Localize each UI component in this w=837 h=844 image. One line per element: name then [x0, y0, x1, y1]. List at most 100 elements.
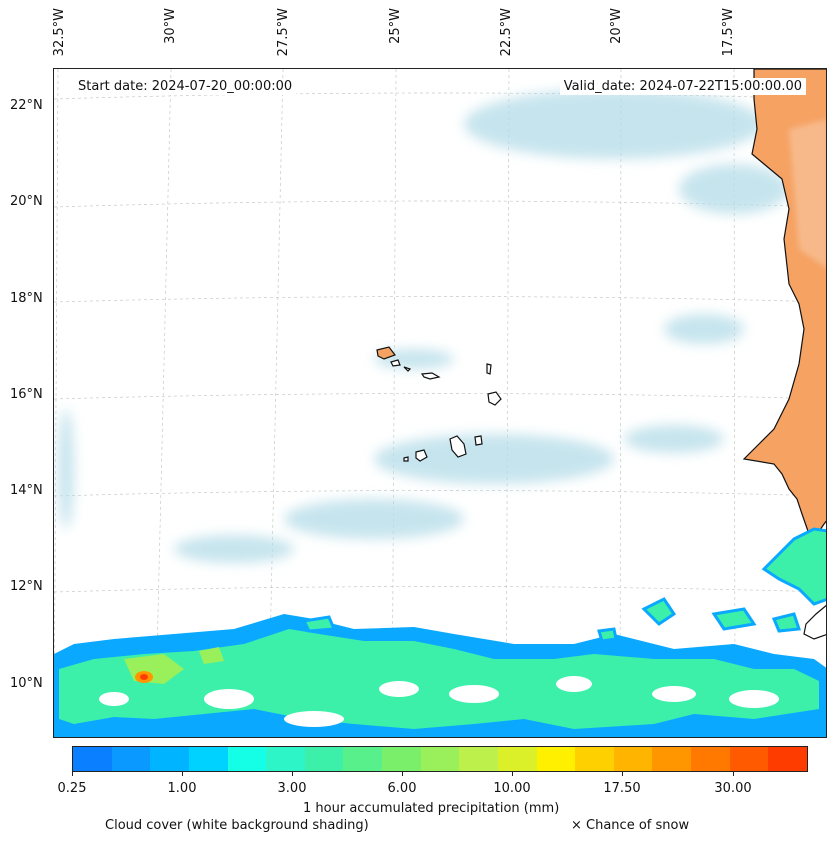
- valid-date-label: Valid_date: 2024-07-22T15:00:00.00: [559, 78, 806, 95]
- tick-mark-30-00: [733, 772, 734, 776]
- colorbar-segment-9: [420, 747, 460, 771]
- lat-label-20n: 20°N: [10, 194, 43, 209]
- cape-verde-islands: [376, 346, 502, 462]
- gap-6: [652, 686, 696, 702]
- meridian-25w: [391, 69, 397, 737]
- island-sao-nicolau: [420, 372, 441, 380]
- gap-3: [379, 681, 419, 697]
- gap-7: [729, 690, 779, 708]
- parallel-18n: [54, 296, 826, 303]
- lat-label-16n: 16°N: [10, 387, 43, 402]
- lon-label-25w: 25°W: [388, 8, 403, 44]
- cloud-cover: [58, 89, 789, 563]
- meridian-20w: [619, 69, 622, 737]
- tick-label-3-00: 3.00: [277, 781, 307, 796]
- tick-mark-1-00: [182, 772, 183, 776]
- parallel-16n: [54, 393, 826, 400]
- colorbar-segment-15: [652, 747, 691, 771]
- gap-5: [556, 676, 592, 692]
- parallel-12n: [54, 586, 826, 593]
- africa-land-texture: [789, 119, 826, 268]
- colorbar-segment-13: [575, 747, 614, 771]
- lat-label-12n: 12°N: [10, 579, 43, 594]
- tick-label-10-00: 10.00: [493, 781, 531, 796]
- island-santo-antao: [376, 346, 396, 360]
- precip-east-coast: [761, 527, 826, 606]
- precipitation-field: [54, 527, 826, 737]
- gap-4: [449, 685, 499, 703]
- colorbar-segment-4: [227, 747, 267, 771]
- island-santiago: [449, 435, 467, 458]
- lat-label-10n: 10°N: [10, 676, 43, 691]
- colorbar-segment-18: [768, 747, 807, 771]
- lon-label-27-5w: 27.5°W: [276, 8, 291, 57]
- tick-mark-0-25: [72, 772, 73, 776]
- colorbar-segment-12: [536, 747, 576, 771]
- island-boa-vista: [487, 391, 502, 406]
- tick-label-1-00: 1.00: [167, 781, 197, 796]
- lon-label-17-5w: 17.5°W: [721, 8, 736, 57]
- tick-mark-10-00: [512, 772, 513, 776]
- colorbar-segment-11: [497, 747, 537, 771]
- lon-label-30w: 30°W: [163, 8, 178, 44]
- map-canvas: [54, 69, 826, 737]
- cloud-north: [464, 89, 764, 159]
- start-date-label: Start date: 2024-07-20_00:00:00: [74, 78, 297, 95]
- lon-label-32-5w: 32.5°W: [52, 8, 67, 57]
- meridian-30w: [154, 69, 172, 737]
- colorbar-segment-5: [266, 747, 305, 771]
- coast-south: [803, 604, 826, 640]
- colorbar-segment-17: [729, 747, 769, 771]
- colorbar-title: 1 hour accumulated precipitation (mm): [303, 801, 560, 816]
- parallel-22n: [54, 92, 826, 100]
- tick-mark-3-00: [292, 772, 293, 776]
- cloud-east-south: [624, 425, 724, 453]
- meridian-22-5w: [505, 69, 510, 737]
- lat-label-22n: 22°N: [10, 98, 43, 113]
- lat-label-18n: 18°N: [10, 291, 43, 306]
- colorbar-segment-0: [73, 747, 112, 771]
- parallel-20n: [54, 200, 826, 208]
- parallel-14n: [54, 490, 826, 497]
- tick-mark-6-00: [402, 772, 403, 776]
- precip-scatter-5: [597, 627, 618, 643]
- lon-label-22-5w: 22.5°W: [499, 8, 514, 57]
- colorbar-segment-14: [613, 747, 653, 771]
- precip-scatter-2: [711, 607, 757, 631]
- cloud-east-mid: [664, 314, 744, 344]
- precip-colorbar: [72, 746, 808, 772]
- island-sal: [486, 363, 492, 375]
- colorbar-segment-3: [188, 747, 228, 771]
- precip-scatter-3: [771, 612, 802, 633]
- meridian-32-5w: [54, 69, 59, 737]
- snow-chance-legend: × Chance of snow: [571, 818, 690, 833]
- colorbar-segment-6: [304, 747, 344, 771]
- colorbar-segment-10: [459, 747, 498, 771]
- colorbar-segment-16: [691, 747, 730, 771]
- island-sao-vicente: [390, 359, 401, 367]
- precip-core-yellow-2: [199, 647, 224, 664]
- tick-label-17-50: 17.50: [603, 781, 641, 796]
- gap-1: [204, 689, 254, 709]
- tick-label-6-00: 6.00: [387, 781, 417, 796]
- lat-label-14n: 14°N: [10, 483, 43, 498]
- precip-gaps: [99, 676, 779, 727]
- island-fogo: [415, 449, 428, 462]
- cloud-west-edge: [58, 409, 74, 529]
- island-santa-luzia: [403, 366, 412, 372]
- colorbar-segment-1: [111, 747, 151, 771]
- colorbar-segment-8: [382, 747, 421, 771]
- island-brava: [403, 456, 409, 462]
- colorbar-segment-7: [343, 747, 382, 771]
- lon-label-20w: 20°W: [609, 8, 624, 44]
- map-panel[interactable]: Start date: 2024-07-20_00:00:00 Valid_da…: [53, 68, 827, 738]
- cloud-central: [374, 434, 614, 484]
- precip-core-red: [140, 674, 148, 680]
- gap-2: [284, 711, 344, 727]
- cloud-west-band: [174, 535, 294, 563]
- gap-8: [99, 692, 129, 706]
- cloud-northeast: [679, 164, 789, 214]
- cloud-south-central: [284, 499, 464, 539]
- tick-label-0-25: 0.25: [57, 781, 87, 796]
- precip-scatter-1: [641, 597, 677, 626]
